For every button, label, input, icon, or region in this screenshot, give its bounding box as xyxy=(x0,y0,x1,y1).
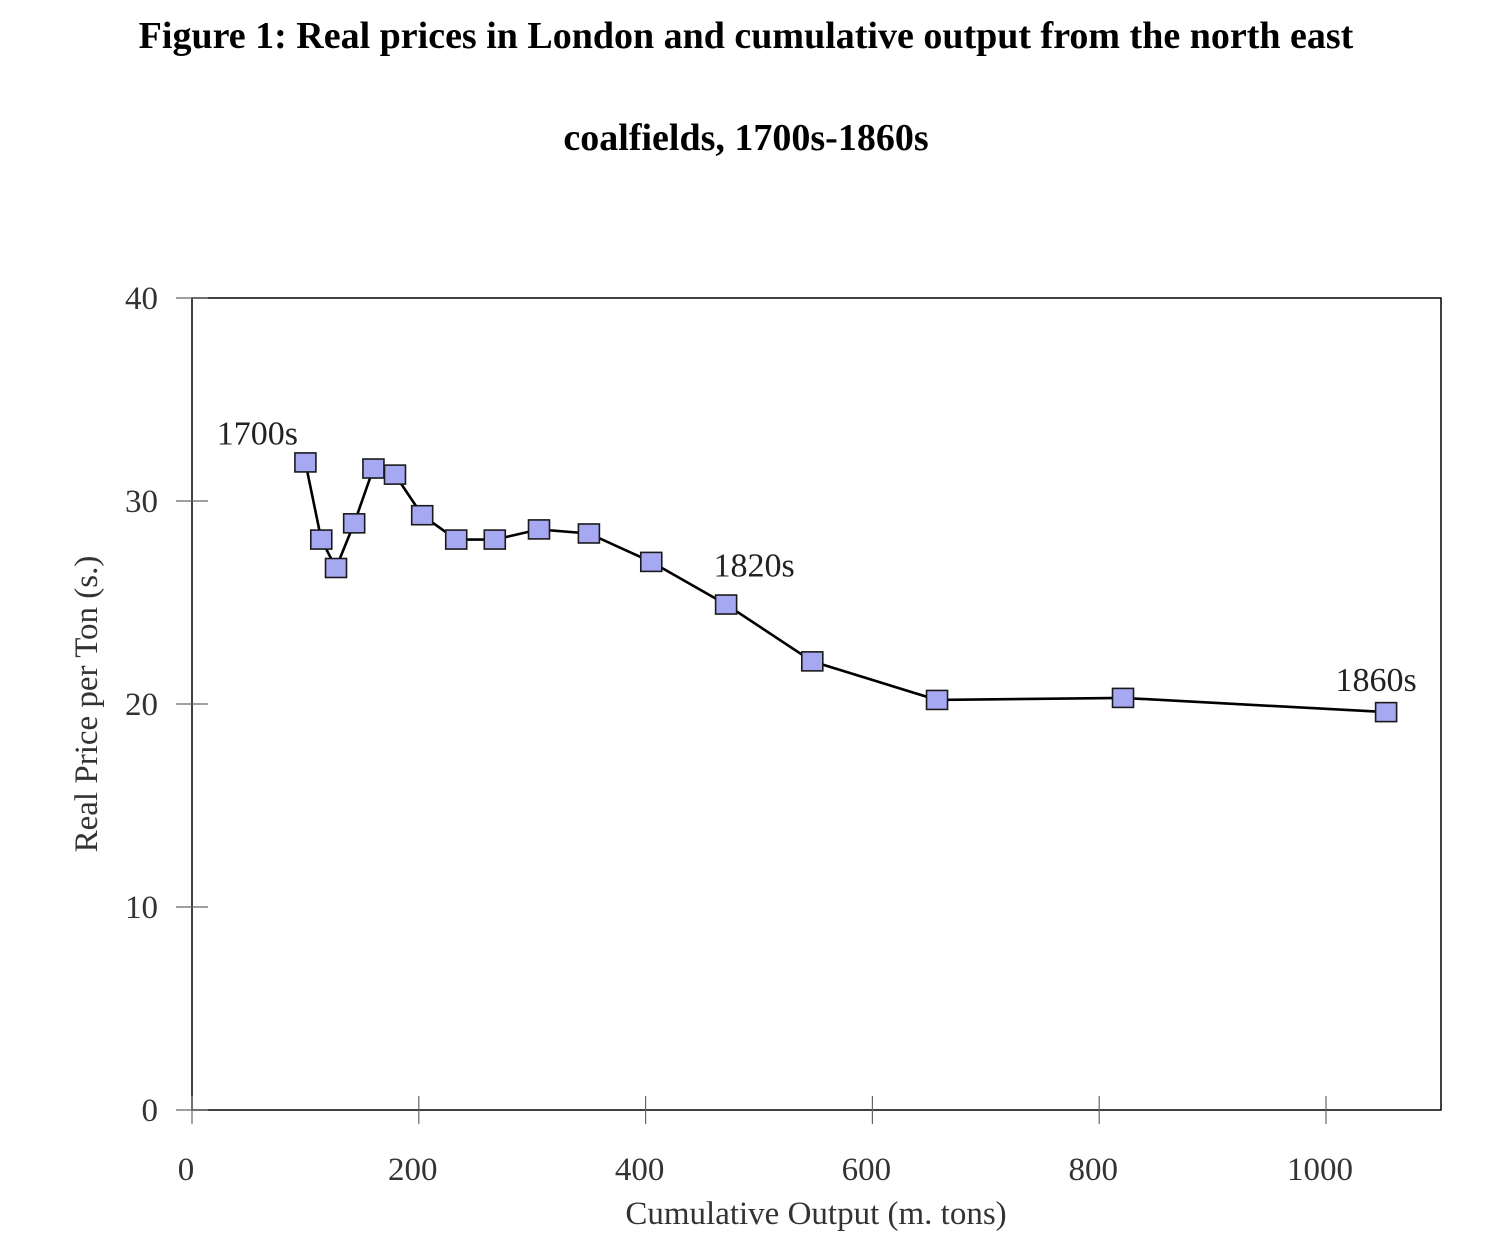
data-point xyxy=(925,689,949,711)
y-tick-label: 30 xyxy=(125,484,158,520)
data-point xyxy=(639,551,663,573)
x-tick-label: 1000 xyxy=(1287,1152,1353,1188)
data-point xyxy=(324,557,348,579)
series-line xyxy=(304,462,1387,714)
y-tick-label: 20 xyxy=(125,687,158,723)
x-axis-label: Cumulative Output (m. tons) xyxy=(625,1196,1006,1232)
x-tick-label: 0 xyxy=(178,1152,195,1188)
x-tick-label: 200 xyxy=(388,1152,438,1188)
annotation-label: 1700s xyxy=(217,415,298,452)
data-point xyxy=(1374,701,1398,723)
x-tick-label: 400 xyxy=(615,1152,665,1188)
data-point xyxy=(714,594,738,615)
y-tick-label: 0 xyxy=(142,1093,159,1129)
data-point xyxy=(483,529,507,550)
annotation-label: 1820s xyxy=(713,548,794,585)
y-axis-label: Real Price per Ton (s.) xyxy=(69,556,105,853)
figure-title-line-1: Figure 1: Real prices in London and cumu… xyxy=(138,15,1354,57)
y-tick-label: 10 xyxy=(125,890,158,926)
data-point xyxy=(383,464,407,485)
data-point xyxy=(577,523,601,544)
data-point xyxy=(362,458,385,479)
x-tick-label: 600 xyxy=(842,1152,892,1188)
data-point xyxy=(800,651,824,672)
figure-title-line-2: coalfields, 1700s-1860s xyxy=(563,117,929,159)
data-point xyxy=(1111,687,1135,709)
data-point xyxy=(410,504,434,526)
data-point xyxy=(294,452,317,473)
annotation-label: 1860s xyxy=(1335,662,1416,699)
y-tick-label: 40 xyxy=(125,281,158,317)
data-point xyxy=(444,529,468,550)
data-point xyxy=(342,513,366,534)
chart-annotations: 1700s 1820s 1860s xyxy=(217,415,1417,699)
data-point xyxy=(309,529,333,550)
data-point xyxy=(527,519,551,540)
chart-series xyxy=(294,452,1398,723)
x-tick-label: 800 xyxy=(1068,1152,1118,1188)
